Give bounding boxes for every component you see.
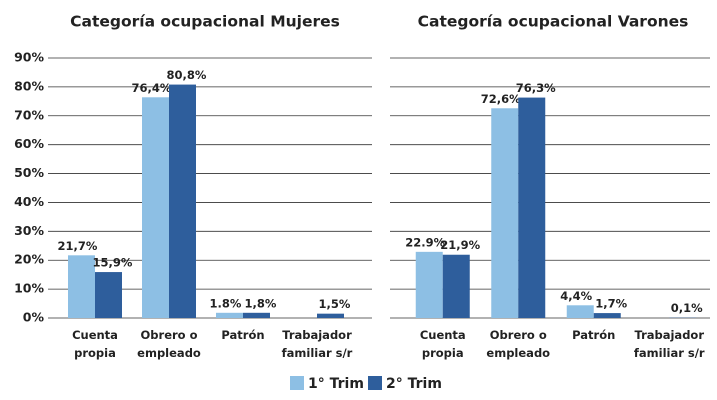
data-label: 22.9% [405, 235, 445, 249]
chart-title: Categoría ocupacional Mujeres [70, 13, 340, 31]
y-tick-label: 60% [14, 136, 44, 151]
bar [317, 313, 344, 318]
y-tick-label: 30% [14, 223, 44, 238]
y-tick-label: 20% [14, 252, 44, 267]
x-tick-label: Patrón [221, 328, 265, 342]
y-tick-label: 10% [14, 281, 44, 296]
legend-label: 1° Trim [308, 376, 364, 392]
data-label: 1.8% [210, 296, 242, 310]
bar [216, 312, 243, 318]
x-tick-label: Patrón [572, 328, 616, 342]
bar [442, 254, 470, 318]
x-tick-label: Obrero o empleado [137, 328, 201, 360]
bar [491, 108, 519, 319]
data-label: 1,7% [595, 297, 627, 311]
bar [566, 305, 594, 318]
y-tick-label: 90% [14, 50, 44, 65]
chart-title: Categoría ocupacional Varones [418, 13, 689, 31]
y-tick-label: 50% [14, 165, 44, 180]
bar [68, 255, 95, 318]
x-tick-label: Cuenta propia [419, 328, 466, 360]
bar [95, 272, 122, 318]
bar [142, 97, 169, 319]
x-tick-label: Trabajador familiar s/r [281, 328, 353, 360]
data-label: 1,5% [319, 297, 351, 311]
bar [243, 312, 270, 318]
bar [169, 84, 196, 318]
data-label: 80,8% [167, 68, 207, 82]
data-label: 76,4% [132, 81, 172, 95]
bar [415, 251, 443, 318]
data-label: 15,9% [93, 256, 133, 270]
x-tick-label: Cuenta propia [72, 328, 118, 360]
legend-label: 2° Trim [386, 376, 442, 392]
data-label: 72,6% [481, 92, 521, 106]
bar [593, 313, 621, 318]
data-label: 0,1% [671, 301, 703, 315]
legend-swatch [368, 376, 382, 390]
y-tick-label: 0% [23, 310, 45, 325]
legend-swatch [290, 376, 304, 390]
bar [518, 97, 546, 318]
data-label: 1,8% [245, 296, 277, 310]
y-tick-label: 80% [14, 78, 44, 93]
data-label: 21,7% [58, 239, 98, 253]
data-label: 76,3% [516, 81, 556, 95]
y-tick-label: 70% [14, 107, 44, 122]
data-label: 21,9% [440, 238, 480, 252]
y-tick-label: 40% [14, 194, 44, 209]
x-tick-label: Trabajador familiar s/r [633, 328, 705, 360]
x-tick-label: Obrero o empleado [486, 328, 551, 360]
data-label: 4,4% [560, 289, 592, 303]
